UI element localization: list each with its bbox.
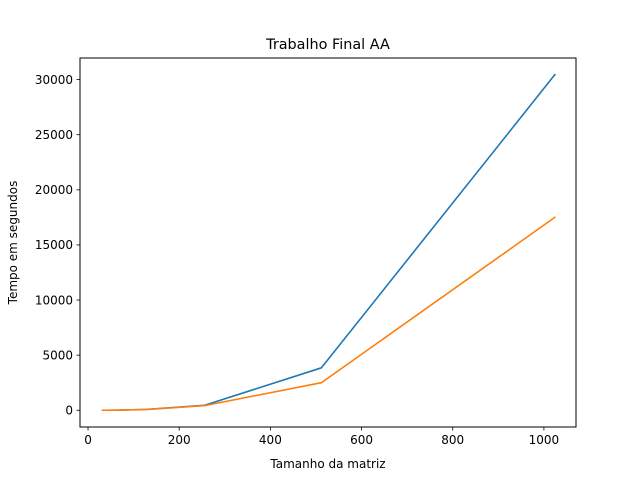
x-tick-label: 1000 (529, 433, 560, 447)
series-layer (101, 73, 556, 412)
y-axis-ticks: 0 5000 10000 15000 20000 25000 30000 (35, 73, 80, 418)
y-tick-label: 30000 (35, 73, 73, 87)
x-tick-label: 800 (441, 433, 464, 447)
y-tick-label: 20000 (35, 183, 73, 197)
x-axis-ticks: 0 200 400 600 800 1000 (84, 427, 559, 447)
y-tick-label: 10000 (35, 293, 73, 307)
y-tick-label: 0 (65, 404, 73, 418)
chart-title: Trabalho Final AA (265, 37, 390, 53)
x-axis-label: Tamanho da matriz (269, 457, 385, 471)
y-tick-label: 15000 (35, 238, 73, 252)
x-tick-label: 0 (84, 433, 92, 447)
plot-frame (79, 57, 577, 428)
x-tick-label: 600 (350, 433, 373, 447)
y-tick-label: 5000 (42, 348, 73, 362)
y-axis-label: Tempo em segundos (6, 181, 20, 306)
series-line-2 (101, 216, 556, 412)
x-tick-label: 400 (259, 433, 282, 447)
x-tick-label: 200 (168, 433, 191, 447)
y-tick-label: 25000 (35, 128, 73, 142)
